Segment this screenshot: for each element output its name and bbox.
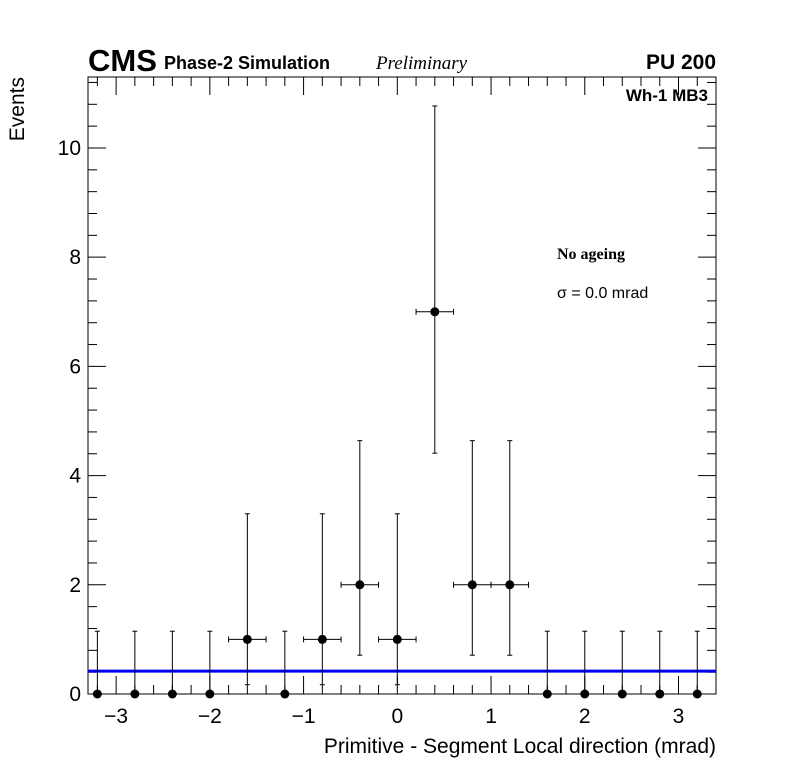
data-point <box>303 513 342 686</box>
sigma-label: σ = 0.0 mrad <box>557 285 648 302</box>
x-tick-label: 2 <box>579 705 591 728</box>
x-tick-label: −3 <box>104 705 128 728</box>
data-marker <box>505 580 515 590</box>
x-tick-label: 0 <box>391 705 403 728</box>
simulation-label: Phase-2 Simulation <box>164 53 330 73</box>
data-point <box>205 630 215 699</box>
y-tick-label: 8 <box>69 246 81 269</box>
cms-label: CMS <box>88 43 157 78</box>
data-point <box>453 440 492 656</box>
data-point <box>692 630 702 699</box>
y-tick-label: 0 <box>69 683 81 706</box>
ageing-label: No ageing <box>557 246 625 263</box>
data-marker <box>542 689 552 699</box>
data-point <box>415 105 455 454</box>
data-point <box>228 513 267 686</box>
data-point <box>542 630 552 699</box>
y-tick-label: 2 <box>69 574 81 597</box>
data-point <box>617 630 627 699</box>
data-marker <box>692 689 702 699</box>
x-tick-label: 3 <box>673 705 685 728</box>
data-marker <box>355 580 365 590</box>
data-marker <box>92 689 102 699</box>
data-marker <box>655 689 665 699</box>
x-axis-title: Primitive - Segment Local direction (mra… <box>324 735 716 758</box>
axes: −3 −2 −1 0 1 2 3 0 2 4 6 8 10 <box>58 77 716 728</box>
data-point <box>92 630 102 699</box>
data-point <box>655 630 665 699</box>
data-marker <box>280 689 290 699</box>
data-marker <box>467 580 477 590</box>
preliminary-label: Preliminary <box>375 53 468 74</box>
x-tick-label: 1 <box>485 705 497 728</box>
y-tick-label: 6 <box>69 355 81 378</box>
data-marker <box>167 689 177 699</box>
region-label: Wh-1 MB3 <box>626 86 708 105</box>
data-marker <box>392 634 402 644</box>
data-marker <box>317 634 327 644</box>
data-marker <box>430 307 440 317</box>
y-tick-label: 10 <box>58 137 81 160</box>
data-point <box>130 630 140 699</box>
data-point <box>167 630 177 699</box>
data-point <box>378 513 417 686</box>
data-point <box>280 630 290 699</box>
y-tick-label: 4 <box>69 465 81 488</box>
x-tick-label: −2 <box>198 705 222 728</box>
data-points-group <box>92 105 702 699</box>
plot-frame <box>87 76 717 695</box>
data-point <box>340 440 380 656</box>
data-marker <box>205 689 215 699</box>
data-marker <box>617 689 627 699</box>
data-marker <box>580 689 590 699</box>
data-marker <box>130 689 140 699</box>
data-point <box>490 440 530 656</box>
x-tick-label: −1 <box>292 705 316 728</box>
data-marker <box>242 634 252 644</box>
data-point <box>580 630 590 699</box>
pileup-label: PU 200 <box>646 51 716 74</box>
y-axis-title: Events <box>6 77 29 141</box>
